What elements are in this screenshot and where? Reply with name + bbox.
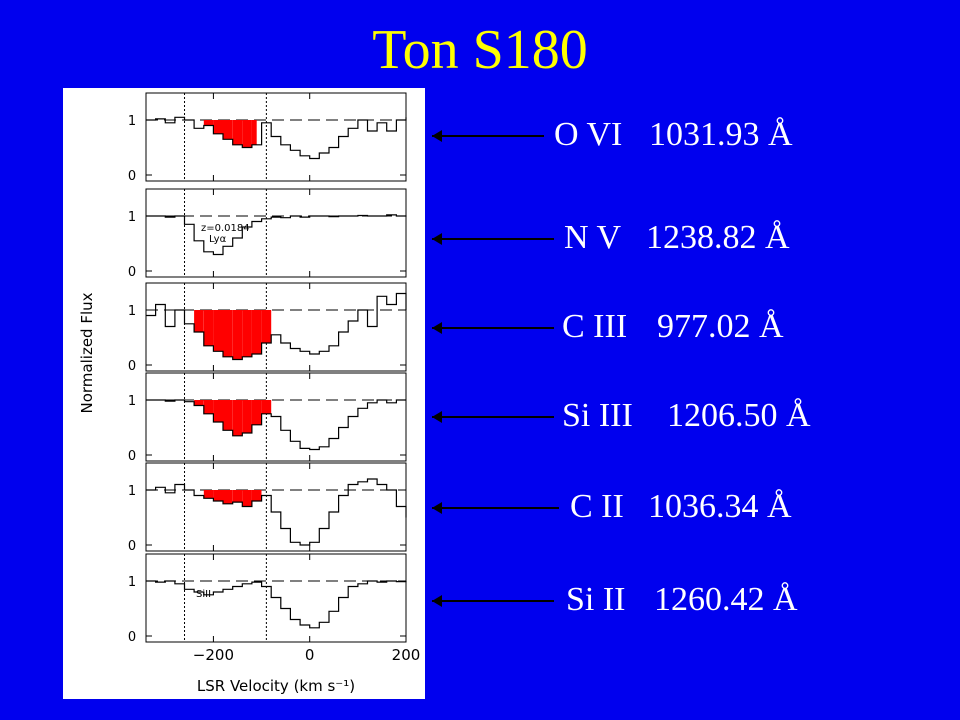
ion-label-row: N V 1238.82 Å [432,218,952,258]
y-axis-label: Normalized Flux [78,292,96,413]
y-tick-label: 1 [128,304,136,319]
ion-wavelength: 1206.50 Å [667,397,811,434]
arrow-shaft [432,327,554,329]
panel-frame [145,282,407,372]
ion-label-row: O VI 1031.93 Å [432,115,952,155]
spectrum-line [146,478,407,546]
annotation-label: Lyα [209,234,227,245]
ion-label-row: Si III 1206.50 Å [432,396,952,436]
y-tick-label: 1 [128,484,136,499]
absorption-fill-bar [194,310,204,332]
arrow-left-icon [432,233,442,245]
absorption-fill-bar [242,400,252,433]
absorption-fill-bar [251,490,262,501]
absorption-fill-bar [232,310,243,360]
y-tick-label: 1 [128,394,136,409]
y-tick-label: 0 [128,169,136,184]
ion-name: Si II [566,581,626,618]
ion-wavelength: 1238.82 Å [646,219,790,256]
absorption-fill-bar [223,120,233,140]
ion-wavelength: 1260.42 Å [654,581,798,618]
ion-label-row: C II 1036.34 Å [432,487,952,527]
annotation-label: SiII [196,589,211,600]
spectrum-line [146,116,407,160]
panel-frame [145,372,407,462]
x-axis-label: LSR Velocity (km s⁻¹) [197,677,355,695]
absorption-fill-bar [223,400,233,431]
slide-title: Ton S180 [372,19,588,81]
arrow-shaft [432,507,559,509]
arrow-left-icon [432,502,442,514]
annotation-label: z=0.0184 [201,223,250,234]
absorption-fill-bar [203,400,214,414]
absorption-fill-bar [232,400,243,436]
spectrum-line [146,399,406,451]
y-tick-label: 0 [128,359,136,374]
absorption-fill-bar [251,120,257,145]
ion-name: O VI [554,116,623,153]
x-tick-label: −200 [193,646,234,664]
absorption-fill-bar [223,310,233,357]
ion-wavelength: 1036.34 Å [648,488,792,525]
absorption-fill-bar [242,310,252,357]
arrow-left-icon [432,595,442,607]
absorption-fill-bar [242,120,252,148]
absorption-fill-bar [261,310,272,343]
y-tick-label: 0 [128,265,136,280]
absorption-fill-bar [213,120,223,134]
arrow-left-icon [432,322,442,334]
panel-frame [145,553,407,643]
absorption-fill-bar [242,490,252,507]
ion-name: Si III [562,397,633,434]
y-tick-label: 0 [128,539,136,554]
ion-wavelength: 1031.93 Å [649,116,793,153]
panel-frame [145,92,407,182]
spectrum-line [146,580,407,629]
absorption-fill-bar [223,490,233,504]
absorption-fill-bar [261,400,272,414]
absorption-fill-bar [213,310,223,352]
ion-name: C III [562,308,628,345]
absorption-fill-bar [203,490,214,499]
absorption-fill-bar [232,120,243,145]
spectrum-line [146,214,407,256]
absorption-fill-bar [251,310,262,354]
ion-label-row: C III 977.02 Å [432,307,952,347]
arrow-shaft [432,238,554,240]
ion-name: N V [564,219,621,256]
y-tick-label: 1 [128,114,136,129]
x-tick-label: 0 [305,646,315,664]
spectra-plot: 0 1 0 1 z=0.0184 Lyα 0 1 0 1 0 1 0 1 SiII −200 0 200 LSR V… [63,88,425,699]
absorption-fill-bar [213,490,223,501]
absorption-fill-bar [203,120,214,126]
arrow-shaft [432,600,554,602]
arrow-shaft [432,416,554,418]
panel-frame [145,188,407,278]
y-tick-label: 0 [128,449,136,464]
arrow-shaft [432,135,544,137]
y-tick-label: 1 [128,210,136,225]
absorption-fill-bar [194,400,204,406]
ion-name: C II [570,488,624,525]
ion-label-row: Si II 1260.42 Å [432,580,952,620]
arrow-left-icon [432,411,442,423]
spectrum-line [146,292,407,361]
x-tick-label: 200 [392,646,421,664]
arrow-left-icon [432,130,442,142]
absorption-fill-bar [213,400,223,422]
absorption-fill-bar [203,310,214,346]
absorption-fill-bar [232,490,243,503]
absorption-fill-bar [251,400,262,425]
ion-wavelength: 977.02 Å [657,308,784,345]
y-tick-label: 0 [128,630,136,645]
y-tick-label: 1 [128,575,136,590]
